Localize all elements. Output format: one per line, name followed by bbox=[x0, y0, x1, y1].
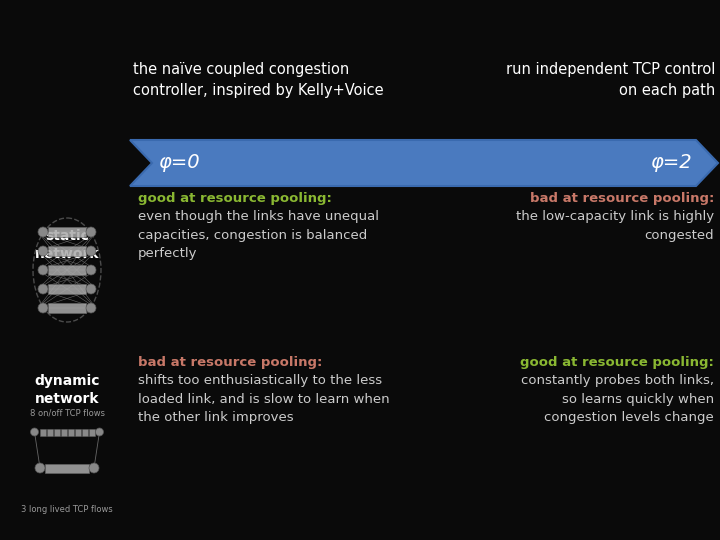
Circle shape bbox=[38, 303, 48, 313]
Bar bbox=[81, 429, 88, 435]
Text: even though the links have unequal
capacities, congestion is balanced
perfectly: even though the links have unequal capac… bbox=[138, 210, 379, 260]
Text: bad at resource pooling:: bad at resource pooling: bbox=[138, 356, 323, 369]
Bar bbox=[45, 463, 89, 472]
Text: the low-capacity link is highly
congested: the low-capacity link is highly congeste… bbox=[516, 210, 714, 241]
Bar bbox=[48, 303, 86, 313]
Text: bad at resource pooling:: bad at resource pooling: bbox=[530, 192, 714, 205]
Bar bbox=[48, 265, 86, 275]
Circle shape bbox=[35, 463, 45, 473]
Circle shape bbox=[86, 246, 96, 256]
Text: good at resource pooling:: good at resource pooling: bbox=[138, 192, 332, 205]
Circle shape bbox=[89, 463, 99, 473]
Circle shape bbox=[38, 227, 48, 237]
Text: dynamic
network: dynamic network bbox=[35, 374, 100, 406]
Bar bbox=[40, 429, 45, 435]
Circle shape bbox=[86, 303, 96, 313]
Polygon shape bbox=[130, 140, 718, 186]
Circle shape bbox=[30, 428, 38, 436]
Bar bbox=[47, 429, 53, 435]
Bar bbox=[53, 429, 60, 435]
Bar bbox=[74, 429, 81, 435]
Circle shape bbox=[96, 428, 104, 436]
Text: shifts too enthusiastically to the less
loaded link, and is slow to learn when
t: shifts too enthusiastically to the less … bbox=[138, 374, 390, 424]
Text: φ=2: φ=2 bbox=[650, 153, 692, 172]
Circle shape bbox=[38, 265, 48, 275]
Bar bbox=[48, 284, 86, 294]
Bar bbox=[89, 429, 94, 435]
Circle shape bbox=[86, 227, 96, 237]
Text: constantly probes both links,
so learns quickly when
congestion levels change: constantly probes both links, so learns … bbox=[521, 374, 714, 424]
Text: 3 long lived TCP flows: 3 long lived TCP flows bbox=[21, 505, 113, 515]
Bar bbox=[68, 429, 73, 435]
Text: static
network: static network bbox=[35, 229, 99, 261]
Circle shape bbox=[38, 246, 48, 256]
Text: 8 on/off TCP flows: 8 on/off TCP flows bbox=[30, 408, 104, 417]
Text: the naïve coupled congestion
controller, inspired by Kelly+Voice: the naïve coupled congestion controller,… bbox=[133, 62, 384, 98]
Circle shape bbox=[86, 265, 96, 275]
Bar bbox=[48, 246, 86, 256]
Bar bbox=[48, 227, 86, 237]
Text: good at resource pooling:: good at resource pooling: bbox=[520, 356, 714, 369]
Text: run independent TCP control
on each path: run independent TCP control on each path bbox=[505, 62, 715, 98]
Circle shape bbox=[38, 284, 48, 294]
Circle shape bbox=[86, 284, 96, 294]
Text: φ=0: φ=0 bbox=[158, 153, 199, 172]
Bar bbox=[60, 429, 66, 435]
